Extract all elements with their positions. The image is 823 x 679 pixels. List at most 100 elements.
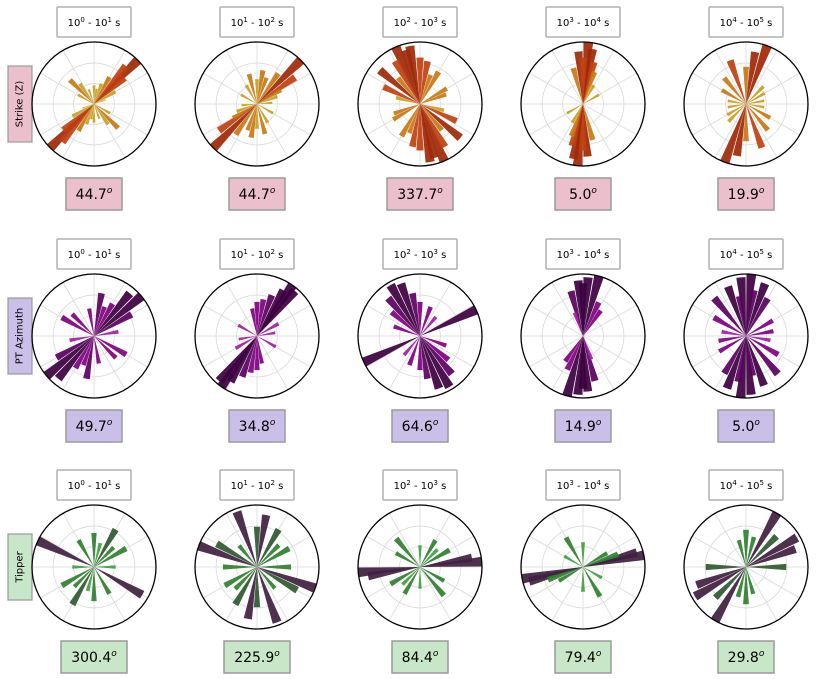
rose-petal xyxy=(405,45,420,104)
rose-petal xyxy=(94,567,145,599)
angle-box xyxy=(65,177,123,211)
rose-petal xyxy=(257,77,269,104)
rose-petal xyxy=(583,567,603,580)
rose-petal xyxy=(583,93,600,104)
rose-petal xyxy=(236,104,257,113)
rose-petal xyxy=(232,510,257,567)
grid-spoke xyxy=(366,72,421,105)
rose-petal xyxy=(578,283,588,336)
rose-panel: 104​ - 105​ s 29.8o xyxy=(683,469,809,674)
rose-petal xyxy=(70,312,94,336)
rose-petal xyxy=(401,49,420,104)
rose-petal xyxy=(746,104,770,132)
rose-petal xyxy=(726,59,746,104)
rose-petal xyxy=(257,527,282,567)
rose-petal xyxy=(566,104,583,115)
median-angle-label: 79.4o xyxy=(565,649,602,666)
rose-petal xyxy=(736,539,746,567)
median-angle-label: 44.7o xyxy=(239,186,276,203)
rose-petal xyxy=(416,57,424,104)
rose-petal xyxy=(94,567,112,595)
rose-petal xyxy=(727,99,746,104)
median-angle-label: 29.8o xyxy=(728,649,765,666)
period-label: 103​ - 104​ s xyxy=(557,248,610,261)
angle-box xyxy=(386,177,454,211)
rose-petal xyxy=(257,545,291,567)
median-angle-value: 337.7 xyxy=(397,187,437,203)
rose-petal xyxy=(94,292,145,336)
rose-petal xyxy=(257,101,273,104)
grid-spoke xyxy=(256,566,289,621)
rose-petal xyxy=(257,564,292,570)
rose-petal xyxy=(583,551,609,567)
rose-petal xyxy=(409,292,420,336)
rose-petal xyxy=(394,551,420,567)
rose-petal xyxy=(94,306,107,336)
rose-petal xyxy=(746,289,758,336)
rose-petal xyxy=(420,336,455,377)
rose-petal xyxy=(243,567,257,620)
row-label-box xyxy=(7,297,33,375)
rose-petal xyxy=(94,89,117,104)
row-label: PT Azimuth xyxy=(7,297,33,375)
rose-petal xyxy=(81,336,94,366)
rose-petal xyxy=(420,547,451,567)
rose-petal xyxy=(94,290,134,336)
rose-petal xyxy=(718,336,746,354)
rose-petal xyxy=(257,71,281,104)
rose-petal xyxy=(393,324,420,336)
rose-petal xyxy=(420,306,433,336)
rose-petal xyxy=(257,56,305,104)
rose-petal xyxy=(583,336,594,360)
rose-outer-ring xyxy=(683,41,809,167)
rose-petal xyxy=(257,567,317,593)
grid-spoke xyxy=(419,335,474,368)
rose-outer-ring xyxy=(357,273,483,399)
grid-spoke xyxy=(745,103,778,158)
rose-petal xyxy=(420,70,442,104)
rose-petal xyxy=(232,567,257,607)
rose-petal xyxy=(94,104,120,130)
rose-petal xyxy=(238,336,257,341)
rose-petal xyxy=(746,534,779,567)
rose-petal xyxy=(248,104,257,138)
median-angle-value: 44.7 xyxy=(76,187,107,203)
period-label: 104​ - 105​ s xyxy=(720,248,773,261)
rose-petal xyxy=(746,567,756,595)
rose-outer-ring xyxy=(683,273,809,399)
rose-petal xyxy=(231,104,257,120)
rose-petal xyxy=(254,336,260,371)
rose-petal xyxy=(417,336,423,371)
rose-petal xyxy=(710,567,746,623)
rose-petal xyxy=(94,98,106,104)
rose-petal xyxy=(59,104,94,145)
rose-petal xyxy=(257,70,266,104)
rose-petal xyxy=(396,282,420,336)
rose-outer-ring xyxy=(520,41,646,167)
rose-petal xyxy=(94,527,119,567)
rose-petal xyxy=(722,76,746,104)
median-angle-value: 44.7 xyxy=(239,187,270,203)
angle-box xyxy=(60,640,128,674)
period-label: 100​ - 101​ s xyxy=(68,16,121,29)
rose-petal xyxy=(746,336,771,343)
rose-petal xyxy=(395,95,420,104)
rose-petal xyxy=(94,56,142,104)
rose-petal xyxy=(746,336,781,377)
angle-box xyxy=(717,409,775,443)
rose-petal xyxy=(721,329,746,336)
rose-petal xyxy=(416,104,424,151)
rose-petal xyxy=(71,104,94,119)
rose-petal xyxy=(54,336,94,361)
rose-petal xyxy=(720,88,746,104)
median-angle-value: 49.7 xyxy=(76,419,107,435)
rose-petal xyxy=(579,104,587,151)
median-angle-value: 79.4 xyxy=(565,650,596,666)
rose-petal xyxy=(257,74,298,104)
rose-petal xyxy=(570,104,583,124)
rose-petal xyxy=(420,336,447,348)
grid-spoke xyxy=(745,566,778,621)
median-angle-value: 5.0 xyxy=(569,187,591,203)
angle-box xyxy=(223,640,291,674)
rose-petal xyxy=(215,336,257,384)
